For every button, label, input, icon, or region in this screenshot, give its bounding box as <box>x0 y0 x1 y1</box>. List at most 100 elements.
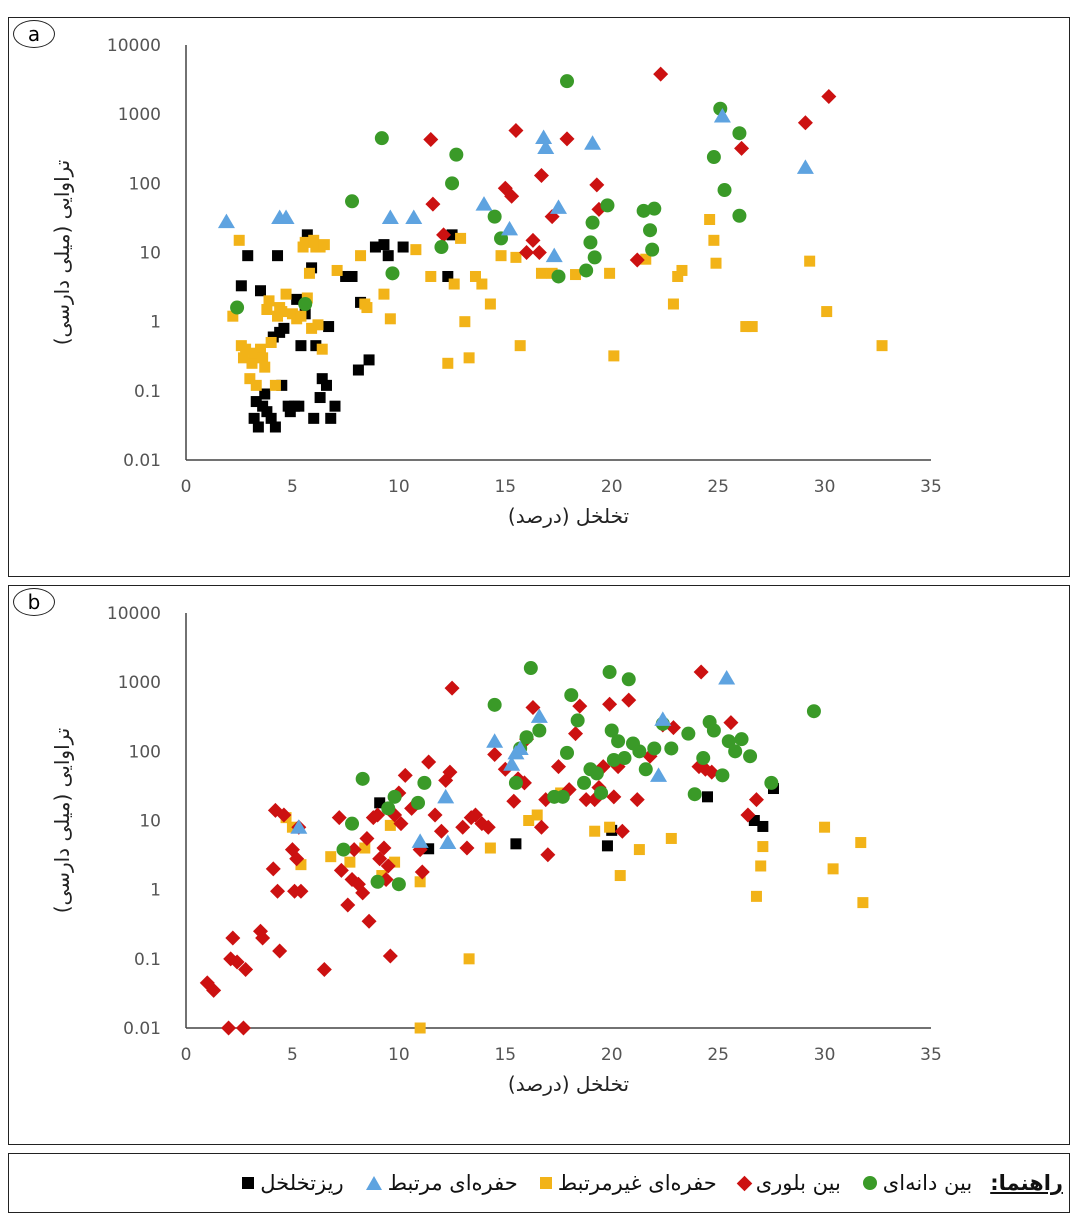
x-tick-label: 0 <box>181 1045 192 1065</box>
intercrystalline-point <box>797 115 813 131</box>
intergranular-point <box>732 126 747 141</box>
intergranular-point <box>706 150 721 165</box>
intergranular-point <box>589 766 604 781</box>
intergranular-point <box>519 730 534 745</box>
micro-porosity-point <box>757 820 769 832</box>
unconnected-vug-point <box>804 255 816 267</box>
intercrystalline-point <box>442 764 458 780</box>
x-tick-label: 5 <box>287 1045 298 1065</box>
intercrystalline-point <box>693 664 709 680</box>
intercrystalline-point <box>333 862 349 878</box>
intergranular-point <box>732 208 747 223</box>
unconnected-vug-point <box>414 876 426 888</box>
y-tick-label: 0.01 <box>123 1019 161 1039</box>
intercrystalline-point <box>289 851 305 867</box>
connected-vug-point <box>217 213 235 229</box>
micro-porosity-point <box>382 250 394 262</box>
x-tick-label: 20 <box>601 477 623 497</box>
unconnected-vug-point <box>318 239 330 251</box>
micro-porosity-point <box>278 322 290 334</box>
intercrystalline-point <box>740 807 756 823</box>
unconnected-vug-point <box>312 319 324 331</box>
intercrystalline-point <box>459 840 475 856</box>
unconnected-vug-point <box>233 234 245 246</box>
legend-title: راهنما: <box>990 1171 1063 1195</box>
unconnected-vug-point <box>476 278 488 290</box>
unconnected-vug-point <box>640 253 652 265</box>
intercrystalline-point <box>748 792 764 808</box>
intergranular-point <box>411 795 426 810</box>
x-axis-title: تخلخل (درصد) <box>508 504 629 528</box>
unconnected-vug-point <box>665 832 677 844</box>
intergranular-point <box>577 775 592 790</box>
x-axis-title: تخلخل (درصد) <box>508 1072 629 1096</box>
intercrystalline-point <box>525 700 541 716</box>
unconnected-vug-point <box>316 343 328 355</box>
micro-porosity-point <box>276 379 288 391</box>
unconnected-vug-point <box>510 251 522 263</box>
micro-porosity-point <box>235 280 247 292</box>
x-tick-label: 25 <box>707 477 729 497</box>
intergranular-point <box>606 752 621 767</box>
intergranular-point <box>764 775 779 790</box>
intercrystalline-point <box>340 897 356 913</box>
intercrystalline-point <box>276 807 292 823</box>
micro-porosity-point <box>702 791 713 803</box>
connected-vug-point <box>290 819 308 834</box>
intercrystalline-point <box>380 858 396 874</box>
connected-vug-point <box>437 788 455 804</box>
intergranular-point <box>587 250 602 265</box>
legend-item-connected-vug: حفره‌ای مرتبط <box>365 1171 518 1195</box>
intercrystalline-point <box>480 819 496 835</box>
unconnected-vug-point <box>378 288 390 300</box>
intercrystalline-point <box>734 140 750 156</box>
y-tick-label: 100 <box>129 174 161 194</box>
unconnected-vug-point <box>535 267 547 279</box>
unconnected-vug-point <box>514 340 526 352</box>
connected-vug-point <box>381 209 399 225</box>
unconnected-vug-point <box>455 232 467 244</box>
y-tick-label: 1000 <box>118 105 161 125</box>
intercrystalline-point <box>578 792 594 808</box>
unconnected-vug-point <box>280 288 292 300</box>
legend-label-connected-vug: حفره‌ای مرتبط <box>387 1171 518 1195</box>
intercrystalline-point <box>238 962 254 978</box>
unconnected-vug-point <box>876 340 888 352</box>
intercrystalline-point <box>508 123 524 139</box>
unconnected-vug-point <box>546 267 558 279</box>
unconnected-vug-point <box>821 306 833 318</box>
micro-porosity-point <box>748 815 760 826</box>
y-tick-label: 100 <box>129 742 161 762</box>
intercrystalline-point <box>376 840 392 856</box>
intergranular-point <box>381 801 396 816</box>
intercrystalline-point <box>568 726 584 742</box>
legend-item-intercrystalline: بین بلوری <box>736 1171 841 1195</box>
micro-porosity-point <box>293 400 305 412</box>
intergranular-point <box>594 785 609 800</box>
intercrystalline-point <box>589 177 605 193</box>
micro-porosity-point <box>314 392 326 404</box>
intergranular-point <box>647 741 662 756</box>
x-tick-label: 20 <box>601 1045 623 1065</box>
intergranular-point <box>647 201 662 216</box>
unconnected-vug-point <box>614 870 626 882</box>
micro-porosity-point <box>250 396 262 408</box>
unconnected-vug-point <box>819 821 831 833</box>
scatter-chart-a: 0 5 10 15 20 25 30 35 0.01 0.1 1 10 100 1000 10000 تخلخ… <box>50 36 942 528</box>
unconnected-vug-point <box>308 234 320 246</box>
unconnected-vug-point <box>676 264 688 276</box>
unconnected-vug-point <box>299 236 311 248</box>
unconnected-vug-point <box>237 352 249 364</box>
micro-porosity-point <box>259 388 271 400</box>
unconnected-vug-point <box>355 250 367 262</box>
micro-porosity-point <box>310 340 322 352</box>
y-tick-label: 1000 <box>118 673 161 693</box>
unconnected-vug-point <box>827 863 839 875</box>
intergranular-point <box>664 741 679 756</box>
intergranular-point <box>523 661 538 676</box>
intergranular-point <box>715 768 730 783</box>
legend-label-unconnected-vug: حفره‌ای غیرمرتبط <box>557 1171 717 1195</box>
legend-label-micro-porosity: ریزتخلخل <box>260 1171 344 1195</box>
intercrystalline-point <box>467 807 483 823</box>
intergranular-point <box>570 713 585 728</box>
